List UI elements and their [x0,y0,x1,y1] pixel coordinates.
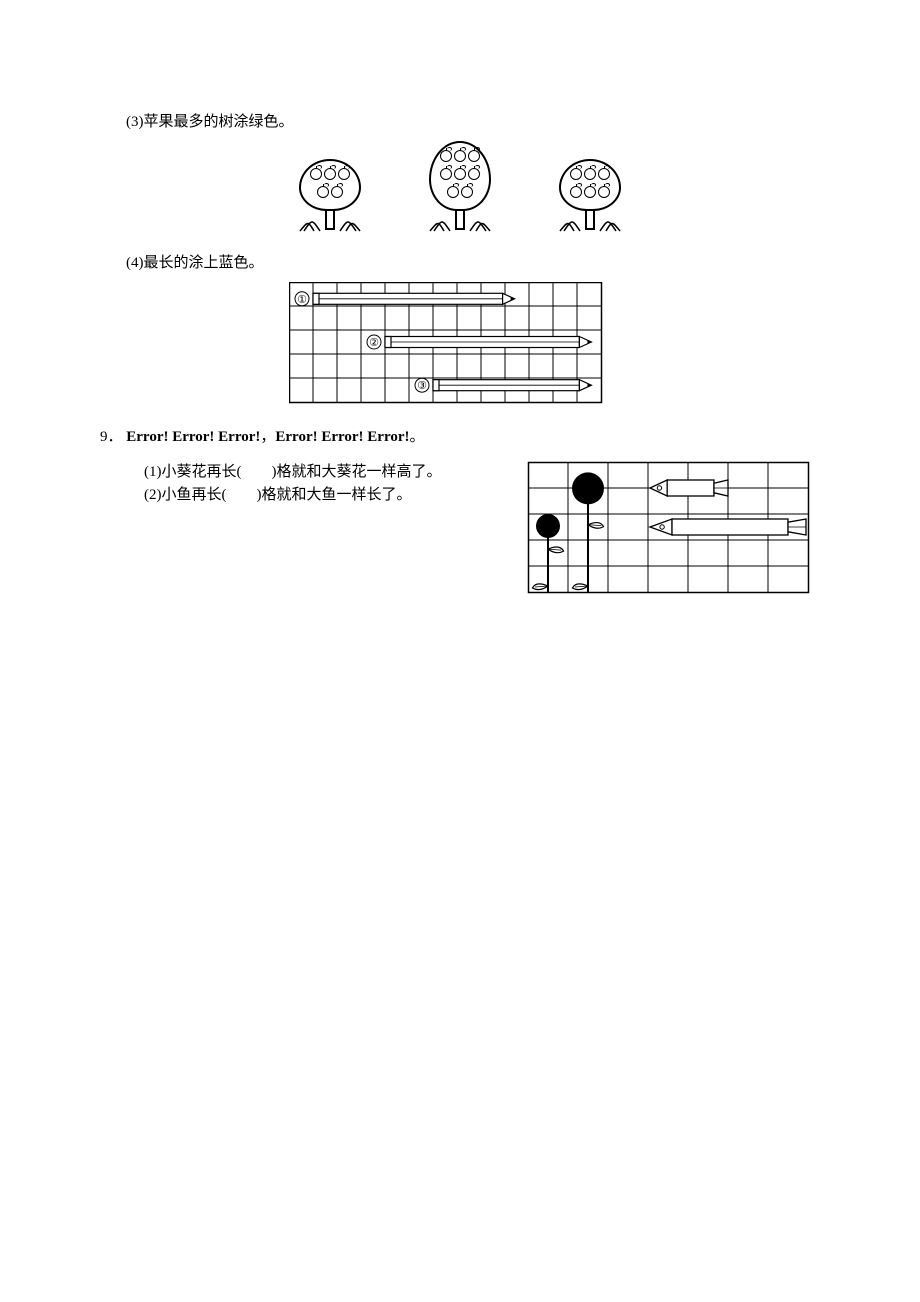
q8-3-figure [100,141,820,237]
pencil-grid: ① ② ③ [289,282,631,411]
q8-4-label: (4)最长的涂上蓝色。 [126,251,820,272]
apple-icon [317,186,329,198]
tree-crown [429,141,491,211]
q9-tail: 。 [410,429,425,445]
apple-icon [440,168,452,180]
apple-icon [440,150,452,162]
apple-icon [570,186,582,198]
q9-figure [526,460,820,603]
apple-trees [285,141,635,237]
q9-err-a: Error! Error! Error! [126,429,260,445]
apple-icon [598,186,610,198]
apple-icon [454,168,466,180]
q9-grid-svg [526,460,820,598]
tree-trunk [420,209,500,237]
pencil-grid-svg: ① ② ③ [289,282,631,406]
apple-icon [447,186,459,198]
apple-icon [461,186,473,198]
apple-tree [545,159,635,237]
apple-icon [598,168,610,180]
apple-icon [324,168,336,180]
apple-icon [338,168,350,180]
q8-3-label: (3)苹果最多的树涂绿色。 [126,110,820,131]
q9-sub1: (1)小葵花再长( )格就和大葵花一样高了。 [144,460,490,481]
apple-icon [468,168,480,180]
q9-err-b: Error! Error! Error! [275,429,409,445]
page-content: (3)苹果最多的树涂绿色。 (4)最长的涂上蓝色。 ① ② ③ 9． Error! … [0,0,920,643]
q9-heading: 9． Error! Error! Error!，Error! Error! Er… [100,425,820,446]
q9-text-block: (1)小葵花再长( )格就和大葵花一样高了。 (2)小鱼再长( )格就和大鱼一样… [144,460,490,506]
apple-icon [570,168,582,180]
q9-sub2: (2)小鱼再长( )格就和大鱼一样长了。 [144,483,490,504]
apple-icon [584,186,596,198]
apple-icon [454,150,466,162]
tree-crown [299,159,361,211]
apple-icon [310,168,322,180]
apple-icon [584,168,596,180]
tree-trunk [290,209,370,237]
q9-body: (1)小葵花再长( )格就和大葵花一样高了。 (2)小鱼再长( )格就和大鱼一样… [100,460,820,603]
svg-text:③: ③ [417,380,427,392]
apple-icon [331,186,343,198]
svg-text:②: ② [369,337,379,349]
apple-tree [285,159,375,237]
apple-tree [415,141,505,237]
tree-trunk [550,209,630,237]
svg-text:①: ① [297,294,307,306]
q9-number: 9． [100,429,123,445]
q8-4-figure: ① ② ③ [100,282,820,411]
q9-sep: ， [260,429,275,445]
tree-crown [559,159,621,211]
apple-icon [468,150,480,162]
